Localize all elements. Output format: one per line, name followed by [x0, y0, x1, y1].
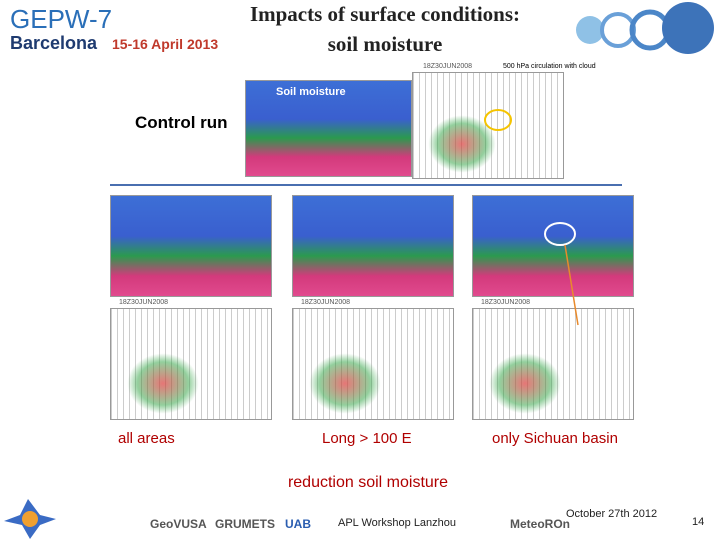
logo-strip: GeoVUSA GRUMETS UAB MeteoROn — [140, 515, 570, 537]
map-time: 18Z30JUN2008 — [119, 299, 169, 306]
map-title: Soil moisture — [276, 86, 346, 98]
logo: GRUMETS — [215, 517, 275, 531]
soil-map — [292, 195, 454, 297]
workshop: APL Workshop Lanzhou — [338, 517, 457, 529]
conclusion: reduction soil moisture — [287, 474, 449, 491]
soil-map — [472, 195, 634, 297]
control-label: Control run — [135, 113, 228, 132]
dates: 15-16 April 2013 — [112, 36, 219, 52]
logo: UAB — [285, 517, 311, 531]
logo: MeteoROn — [510, 517, 570, 531]
soil-map: Soil moisture — [245, 80, 412, 177]
footer-date: October 27th 2012 — [566, 508, 658, 520]
clop-logo — [4, 499, 56, 539]
title-line: soil moisture — [327, 32, 443, 56]
highlight — [484, 109, 512, 131]
divider — [110, 184, 622, 186]
experiment-label: Long > 100 E — [322, 430, 412, 447]
event-name: GEPW-7 — [10, 4, 113, 34]
city: Barcelona — [10, 33, 98, 53]
circulation-map: 18Z30JUN2008 — [110, 299, 272, 420]
experiment-label: only Sichuan basin — [492, 430, 618, 447]
map-time: 18Z30JUN2008 — [423, 63, 473, 70]
map-caption: 500 hPa circulation with cloud — [503, 63, 596, 70]
circulation-map: 18Z30JUN2008 — [472, 299, 634, 420]
circulation-map: 18Z30JUN2008 500 hPa circulation with cl… — [412, 63, 596, 179]
circulation-map: 18Z30JUN2008 — [292, 299, 454, 420]
experiment-label: all areas — [118, 430, 175, 447]
pointer — [544, 222, 579, 326]
title-line: Impacts of surface conditions: — [249, 2, 521, 26]
logo-circles — [576, 2, 714, 54]
soil-map — [110, 195, 272, 297]
page-number: 14 — [692, 516, 705, 528]
map-time: 18Z30JUN2008 — [481, 299, 531, 306]
logo: GeoVUSA — [150, 517, 207, 531]
map-time: 18Z30JUN2008 — [301, 299, 351, 306]
